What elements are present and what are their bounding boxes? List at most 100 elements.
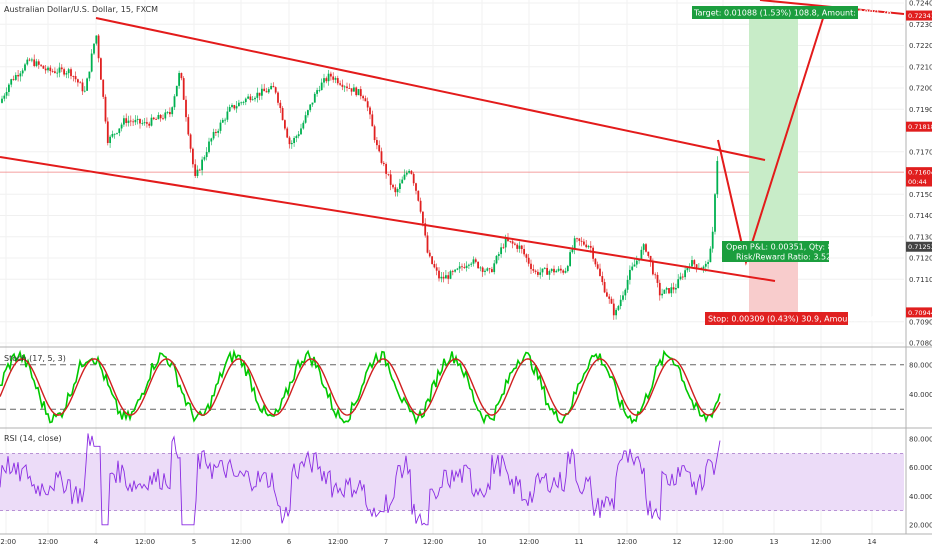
price-tag-label: 0.70944 bbox=[908, 309, 932, 317]
candle-body bbox=[557, 268, 560, 271]
time-tick-label: 5 bbox=[192, 538, 196, 546]
candle-body bbox=[592, 247, 594, 259]
candle-body bbox=[127, 120, 130, 123]
candle-body bbox=[663, 289, 666, 294]
candle-body bbox=[543, 267, 546, 269]
price-tag bbox=[906, 241, 932, 252]
candle-body bbox=[17, 75, 19, 77]
rsi-tick-label: 20.0000 bbox=[909, 521, 932, 529]
candle-body bbox=[405, 172, 408, 175]
candle-body bbox=[378, 145, 381, 152]
pnl-text: Open P&L: 0.00351, Qty: 80906 bbox=[726, 243, 853, 252]
candle-body bbox=[442, 276, 445, 279]
price-tag bbox=[906, 167, 932, 178]
candle-body bbox=[203, 157, 206, 160]
candle-body bbox=[553, 268, 555, 273]
candle-body bbox=[359, 89, 362, 97]
price-tag bbox=[906, 307, 932, 318]
candle-body bbox=[212, 131, 215, 139]
candle-body bbox=[599, 268, 601, 277]
candle-body bbox=[281, 108, 284, 121]
candle-body bbox=[684, 270, 686, 278]
candle-body bbox=[341, 84, 344, 87]
candle-body bbox=[435, 267, 438, 271]
candle-body bbox=[201, 159, 203, 171]
candle-body bbox=[523, 249, 525, 255]
candle-body bbox=[169, 112, 171, 115]
time-tick-label: 12:00 bbox=[231, 538, 251, 546]
candle-body bbox=[21, 70, 24, 74]
candle-body bbox=[109, 136, 111, 143]
time-tick-label: 12:00 bbox=[617, 538, 637, 546]
candle-body bbox=[488, 268, 491, 270]
candle-body bbox=[550, 268, 553, 272]
candle-body bbox=[265, 91, 268, 93]
candle-body bbox=[585, 244, 588, 248]
position-zones bbox=[749, 15, 798, 313]
candle-body bbox=[640, 249, 643, 260]
price-candles bbox=[1, 33, 719, 320]
candle-body bbox=[470, 263, 473, 265]
time-tick-label: 11 bbox=[575, 538, 584, 546]
candle-body bbox=[576, 238, 578, 240]
candle-body bbox=[571, 248, 574, 253]
candle-body bbox=[120, 124, 123, 129]
price-tag-label: 00:44 bbox=[908, 178, 927, 186]
candle-body bbox=[532, 269, 535, 271]
candle-body bbox=[456, 268, 459, 270]
candle-body bbox=[417, 190, 420, 201]
candle-body bbox=[118, 128, 121, 133]
candle-body bbox=[693, 260, 696, 265]
time-tick-label: 10 bbox=[478, 538, 487, 546]
candle-body bbox=[587, 245, 590, 248]
candle-body bbox=[256, 92, 259, 98]
candle-body bbox=[362, 96, 364, 99]
candle-body bbox=[134, 119, 137, 123]
candle-body bbox=[14, 75, 17, 80]
price-tag bbox=[906, 10, 932, 21]
candle-body bbox=[382, 162, 385, 165]
candle-body bbox=[60, 67, 63, 70]
candle-body bbox=[129, 120, 132, 122]
candle-body bbox=[74, 76, 77, 80]
time-tick-label: 13 bbox=[770, 538, 779, 546]
candle-body bbox=[240, 102, 243, 104]
candle-body bbox=[320, 82, 323, 91]
candle-body bbox=[132, 121, 134, 123]
candle-body bbox=[217, 130, 220, 133]
candle-body bbox=[233, 105, 236, 109]
candle-body bbox=[226, 111, 229, 120]
candle-body bbox=[210, 138, 213, 142]
time-tick-label: 12:00 bbox=[811, 538, 831, 546]
candle-body bbox=[679, 276, 682, 280]
candle-body bbox=[702, 266, 705, 269]
candle-body bbox=[548, 271, 551, 275]
candle-body bbox=[583, 241, 585, 245]
price-tick-label: 0.70800 bbox=[909, 340, 932, 348]
candle-body bbox=[449, 271, 452, 279]
candle-body bbox=[346, 86, 348, 89]
candle-body bbox=[438, 270, 440, 279]
candle-body bbox=[323, 78, 325, 83]
time-tick-label: 12:00 bbox=[135, 538, 155, 546]
candle-body bbox=[313, 93, 316, 103]
candle-body bbox=[67, 69, 70, 74]
candle-body bbox=[555, 270, 558, 273]
lower-channel-line bbox=[0, 156, 776, 282]
candle-body bbox=[113, 133, 116, 135]
candle-body bbox=[502, 247, 505, 249]
candle-body bbox=[566, 265, 569, 272]
candle-body bbox=[290, 142, 293, 145]
candle-body bbox=[658, 282, 661, 296]
candle-body bbox=[385, 164, 387, 174]
candle-body bbox=[601, 276, 604, 283]
candle-body bbox=[668, 288, 670, 294]
candle-body bbox=[633, 264, 636, 267]
candle-body bbox=[617, 306, 620, 310]
candle-body bbox=[491, 269, 493, 273]
